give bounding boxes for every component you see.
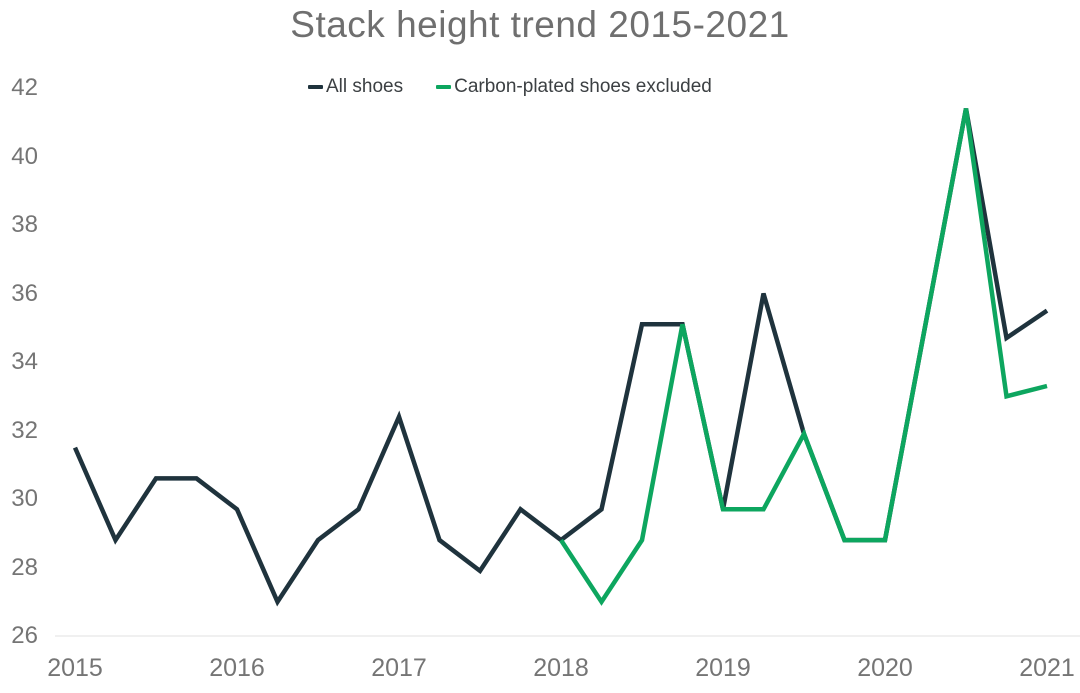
y-tick-label-34: 34 <box>11 348 38 375</box>
x-tick-label-2015: 2015 <box>47 654 103 682</box>
all-shoes-line <box>72 108 1049 607</box>
legend-item-carbon-excluded: Carbon-plated shoes excluded <box>436 76 712 98</box>
chart-title: Stack height trend 2015-2021 <box>290 4 790 45</box>
legend-label-carbon-excluded: Carbon-plated shoes excluded <box>454 76 712 97</box>
y-tick-label-38: 38 <box>11 211 38 238</box>
legend-label-all-shoes: All shoes <box>326 76 404 97</box>
y-tick-label-32: 32 <box>11 416 38 444</box>
carbon-excluded-line-swatch <box>436 85 452 89</box>
y-tick-label-30: 30 <box>11 485 38 512</box>
y-tick-label-26: 26 <box>11 622 38 649</box>
legend: All shoes Carbon-plated shoes excluded <box>308 76 712 98</box>
y-tick-label-42: 42 <box>11 74 38 101</box>
all-shoes-line-swatch <box>308 85 323 89</box>
carbon-excluded-line <box>559 108 1048 606</box>
x-tick-label-2021: 2021 <box>1019 654 1075 682</box>
x-tick-label-2017: 2017 <box>371 654 427 682</box>
y-tick-label-40: 40 <box>11 142 38 170</box>
x-tick-label-2018: 2018 <box>533 654 589 682</box>
x-tick-label-2016: 2016 <box>209 654 265 682</box>
y-tick-label-28: 28 <box>11 553 38 581</box>
x-tick-label-2020: 2020 <box>857 654 913 682</box>
legend-item-all-shoes: All shoes <box>308 76 403 98</box>
y-tick-label-36: 36 <box>11 279 38 307</box>
x-tick-label-2019: 2019 <box>695 654 751 682</box>
